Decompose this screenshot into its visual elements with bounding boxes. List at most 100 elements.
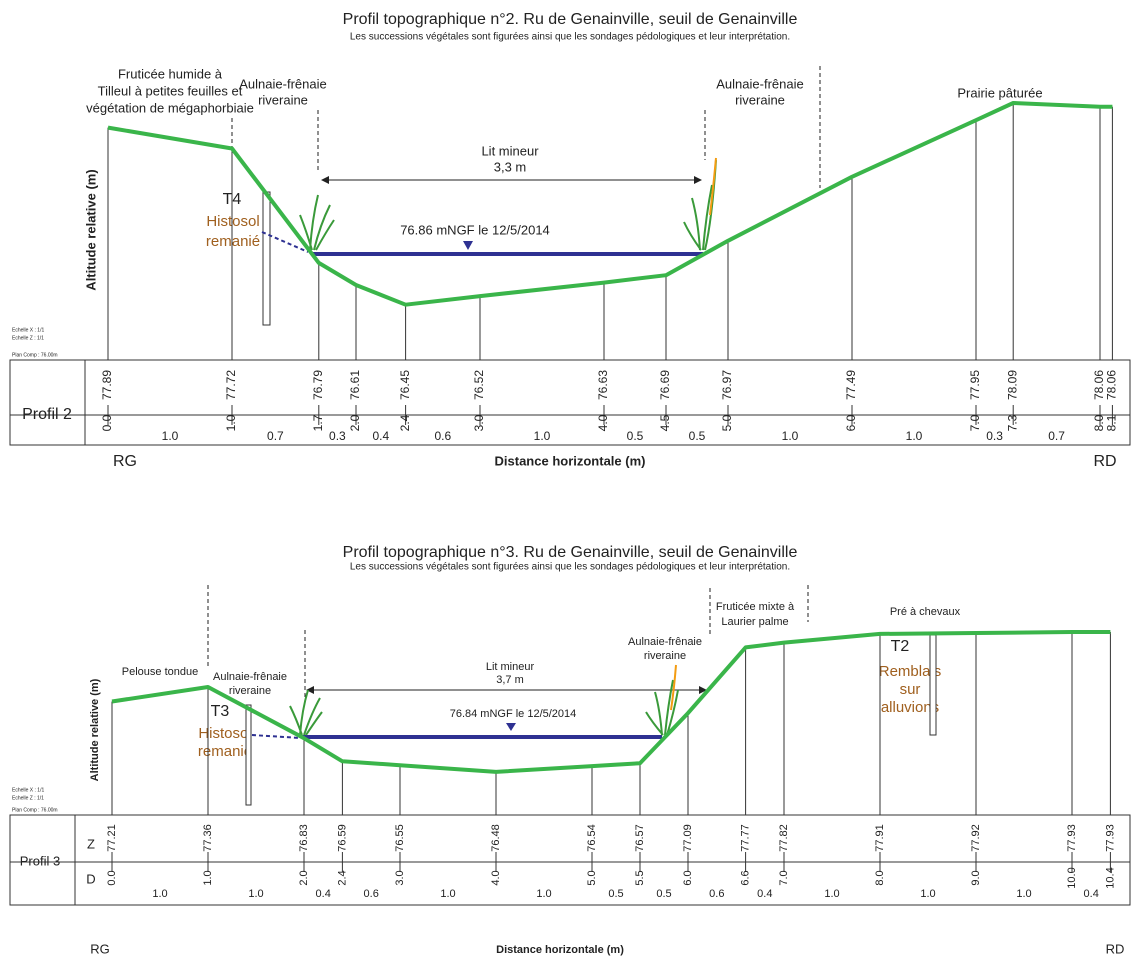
soil-label: sur	[900, 681, 921, 698]
distance-label: 10.0	[1066, 867, 1078, 888]
altitude-label: 77.49	[844, 370, 858, 400]
altitude-label: 77.93	[1104, 824, 1116, 852]
segment-length: 1.0	[152, 888, 167, 900]
x-axis-label: Distance horizontale (m)	[496, 944, 624, 956]
soil-pit	[930, 635, 936, 735]
altitude-label: 76.45	[398, 370, 412, 400]
altitude-label: 77.91	[874, 824, 886, 852]
distance-label: 0.0	[100, 414, 114, 431]
zone-label: riveraine	[644, 650, 686, 662]
distance-label: 5.5	[634, 870, 646, 885]
altitude-label: 77.09	[682, 824, 694, 852]
channel-width: 3,7 m	[496, 674, 524, 686]
segment-length: 0.7	[267, 429, 284, 443]
distance-label: 1.0	[202, 870, 214, 885]
water-marker	[463, 241, 473, 250]
altitude-label: 77.82	[778, 824, 790, 852]
profiles-figure: Profil topographique n°2. Ru de Genainvi…	[0, 0, 1137, 958]
y-axis-label: Altitude relative (m)	[89, 678, 101, 781]
distance-label: 2.0	[298, 870, 310, 885]
x-axis-label: Distance horizontale (m)	[495, 453, 646, 468]
left-bank: RG	[113, 453, 137, 470]
distance-label: 3.0	[394, 870, 406, 885]
zone-label: Fruticée humide à	[118, 66, 223, 81]
zone-label: Aulnaie-frênaie	[239, 76, 326, 91]
altitude-label: 76.63	[596, 370, 610, 400]
distance-label: 3.0	[472, 414, 486, 431]
water-extension	[252, 735, 300, 738]
altitude-label: 76.69	[658, 370, 672, 400]
altitude-label: 77.89	[100, 370, 114, 400]
distance-label: 6.0	[844, 414, 858, 431]
scale-note: Echelle X : 1/1	[12, 327, 44, 333]
water-level: 76.84 mNGF le 12/5/2014	[450, 708, 577, 720]
channel-width: 3,3 m	[494, 159, 527, 174]
distance-label: 7.0	[778, 870, 790, 885]
title: Profil topographique n°2. Ru de Genainvi…	[343, 11, 798, 28]
altitude-label: 76.57	[634, 824, 646, 852]
water-level: 76.86 mNGF le 12/5/2014	[400, 222, 550, 237]
left-bank: RG	[90, 941, 110, 956]
distance-label: 5.0	[720, 414, 734, 431]
altitude-label: 78.09	[1005, 370, 1019, 400]
zone-label: Aulnaie-frênaie	[628, 636, 702, 648]
segment-length: 0.7	[1048, 429, 1065, 443]
segment-length: 1.0	[440, 888, 455, 900]
row-label: Z	[87, 836, 95, 851]
distance-label: 1.7	[311, 414, 325, 431]
zone-label: riveraine	[229, 685, 271, 697]
segment-length: 1.0	[162, 429, 179, 443]
subtitle: Les successions végétales sont figurées …	[350, 562, 790, 573]
segment-length: 0.3	[329, 429, 346, 443]
segment-length: 0.3	[986, 429, 1003, 443]
distance-label: 2.0	[348, 414, 362, 431]
pit-id: T3	[211, 703, 230, 720]
segment-length: 0.4	[316, 888, 331, 900]
soil-pit	[263, 192, 270, 325]
right-bank: RD	[1093, 453, 1116, 470]
y-axis-label: Altitude relative (m)	[83, 169, 98, 290]
vegetation	[290, 690, 322, 735]
right-bank: RD	[1106, 941, 1125, 956]
channel-label: Lit mineur	[481, 143, 539, 158]
distance-label: 6.0	[682, 870, 694, 885]
distance-label: 4.0	[596, 414, 610, 431]
altitude-label: 77.77	[740, 824, 752, 852]
zone-label: riveraine	[258, 92, 308, 107]
segment-length: 0.6	[364, 888, 379, 900]
scale-note: Echelle X : 1/1	[12, 787, 44, 793]
soil-label: Histosol	[206, 213, 259, 230]
segment-length: 1.0	[1016, 888, 1031, 900]
distance-label: 8.1	[1105, 414, 1119, 431]
segment-length: 1.0	[920, 888, 935, 900]
profile-name: Profil 3	[20, 853, 60, 868]
ground-profile	[112, 632, 1110, 772]
profile-2: Profil topographique n°2. Ru de Genainvi…	[10, 11, 1130, 470]
distance-label: 6.6	[740, 870, 752, 885]
distance-label: 8.0	[874, 870, 886, 885]
pit-id: T2	[891, 638, 910, 655]
data-table	[10, 815, 1130, 905]
altitude-label: 77.36	[202, 824, 214, 852]
altitude-label: 76.52	[472, 370, 486, 400]
altitude-label: 76.48	[490, 824, 502, 852]
distance-label: 9.0	[970, 870, 982, 885]
water-marker	[506, 723, 516, 731]
segment-length: 0.4	[1084, 888, 1099, 900]
ground-profile	[108, 103, 1112, 305]
segment-length: 0.6	[709, 888, 724, 900]
scale-note: Echelle Z : 1/1	[12, 795, 44, 801]
zone-label: Fruticée mixte à	[716, 601, 795, 613]
distance-label: 7.0	[968, 414, 982, 431]
distance-label: 2.4	[336, 870, 348, 885]
altitude-label: 76.54	[586, 824, 598, 852]
zone-label: Prairie pâturée	[957, 85, 1042, 100]
soil-label: Histosol	[198, 725, 251, 742]
zone-label: Aulnaie-frênaie	[716, 76, 803, 91]
zone-label: Tilleul à petites feuilles et	[98, 83, 243, 98]
distance-label: 2.4	[398, 414, 412, 431]
altitude-label: 76.97	[720, 370, 734, 400]
altitude-label: 76.55	[394, 824, 406, 852]
segment-length: 0.5	[627, 429, 644, 443]
altitude-label: 77.21	[106, 824, 118, 852]
